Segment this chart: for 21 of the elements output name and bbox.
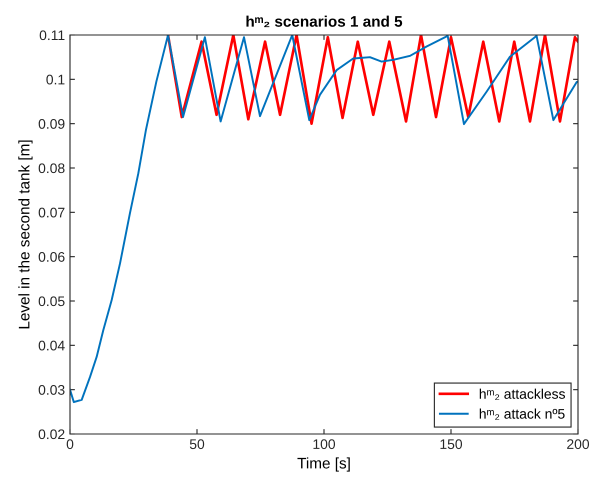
y-tick-label: 0.07 [38,208,64,218]
chart-title: hᵐ₂ scenarios 1 and 5 [246,16,402,28]
legend-label: hᵐ₂ attack nº5 [480,408,565,420]
y-tick-label: 0.02 [38,429,64,440]
y-tick-label: 0.05 [38,296,65,306]
y-tick-label: 0.08 [38,163,65,174]
x-tick-label: 50 [190,439,204,450]
y-tick-label: 0.04 [38,340,65,351]
x-tick-label: 0 [66,439,74,450]
x-tick-label: 150 [440,439,462,450]
y-axis-title: Level in the second tank [m] [18,140,33,328]
y-tick-label: 0.03 [38,385,65,395]
legend-label: hᵐ₂ attackless [480,388,566,400]
x-axis-title: Time [s] [297,457,350,472]
x-tick-label: 100 [313,439,336,450]
x-tick-label: 200 [567,439,590,450]
y-tick-label: 0.11 [40,30,64,40]
line-series [166,35,578,125]
y-tick-label: 0.06 [38,252,65,262]
y-tick-label: 0.1 [46,74,64,85]
y-tick-label: 0.09 [38,119,64,129]
